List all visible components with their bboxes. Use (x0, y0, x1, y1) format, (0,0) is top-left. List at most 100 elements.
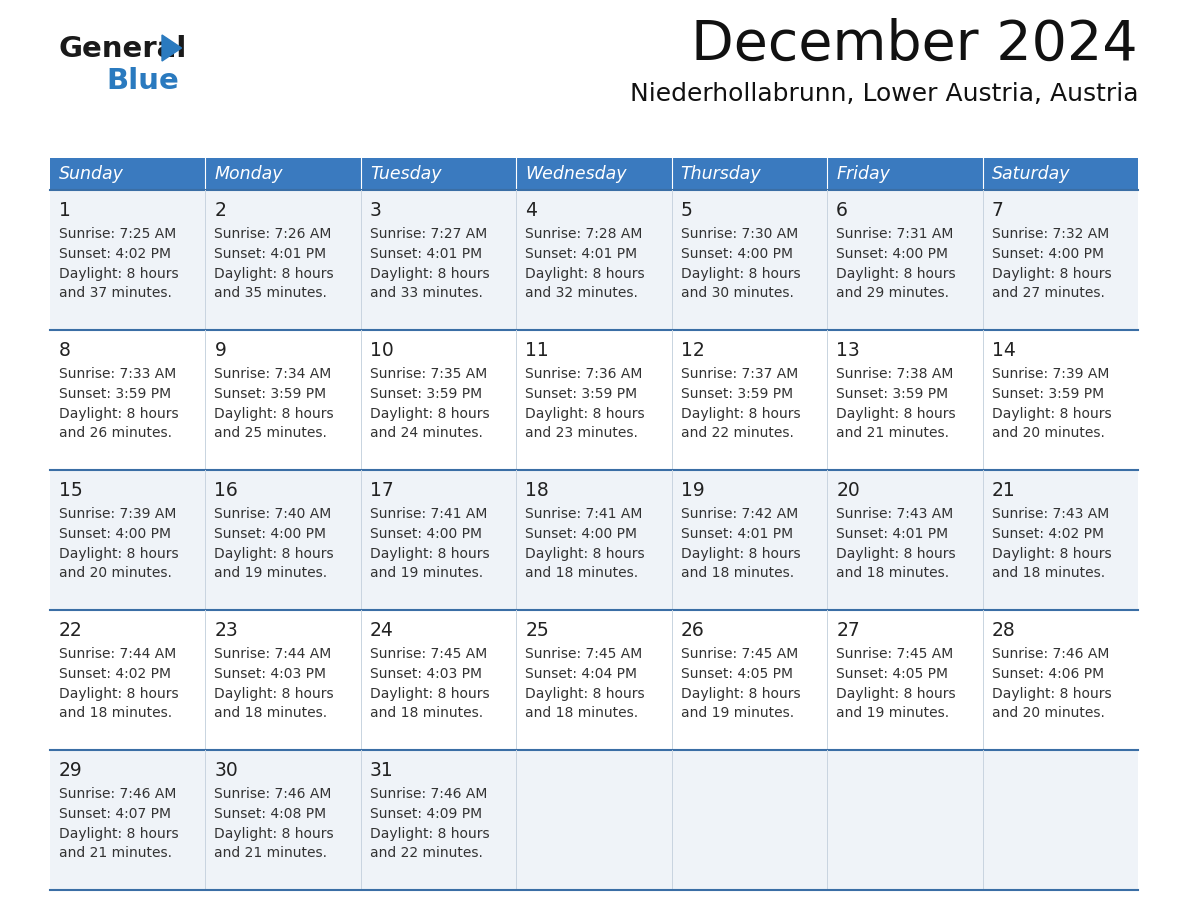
Text: Daylight: 8 hours: Daylight: 8 hours (836, 547, 956, 561)
Text: Sunrise: 7:39 AM: Sunrise: 7:39 AM (992, 367, 1108, 381)
Text: Daylight: 8 hours: Daylight: 8 hours (214, 407, 334, 421)
Text: Sunrise: 7:41 AM: Sunrise: 7:41 AM (525, 507, 643, 521)
Text: Sunset: 4:00 PM: Sunset: 4:00 PM (369, 527, 482, 541)
Text: 14: 14 (992, 341, 1016, 360)
Text: Daylight: 8 hours: Daylight: 8 hours (836, 267, 956, 281)
Text: 7: 7 (992, 201, 1004, 220)
Bar (982, 158, 1138, 190)
Text: 29: 29 (59, 761, 83, 780)
Text: Sunrise: 7:28 AM: Sunrise: 7:28 AM (525, 227, 643, 241)
Text: Daylight: 8 hours: Daylight: 8 hours (992, 267, 1111, 281)
Text: Sunrise: 7:44 AM: Sunrise: 7:44 AM (214, 647, 331, 661)
Text: December 2024: December 2024 (691, 18, 1138, 72)
Text: Saturday: Saturday (992, 165, 1070, 183)
Text: Sunrise: 7:26 AM: Sunrise: 7:26 AM (214, 227, 331, 241)
Text: and 18 minutes.: and 18 minutes. (59, 706, 172, 720)
Text: Sunset: 3:59 PM: Sunset: 3:59 PM (59, 387, 171, 401)
Text: 2: 2 (214, 201, 226, 220)
Text: Sunrise: 7:34 AM: Sunrise: 7:34 AM (214, 367, 331, 381)
Text: Daylight: 8 hours: Daylight: 8 hours (369, 267, 489, 281)
Text: Sunrise: 7:40 AM: Sunrise: 7:40 AM (214, 507, 331, 521)
Text: Daylight: 8 hours: Daylight: 8 hours (59, 547, 178, 561)
Text: 15: 15 (59, 481, 83, 500)
Text: Daylight: 8 hours: Daylight: 8 hours (59, 687, 178, 701)
Text: and 19 minutes.: and 19 minutes. (369, 566, 484, 580)
Text: Sunrise: 7:46 AM: Sunrise: 7:46 AM (369, 787, 487, 801)
Text: General: General (58, 35, 187, 63)
Text: Thursday: Thursday (681, 165, 762, 183)
Text: Daylight: 8 hours: Daylight: 8 hours (369, 687, 489, 701)
Text: 8: 8 (59, 341, 71, 360)
Text: and 19 minutes.: and 19 minutes. (836, 706, 949, 720)
Text: Daylight: 8 hours: Daylight: 8 hours (369, 827, 489, 841)
Text: Sunset: 4:08 PM: Sunset: 4:08 PM (214, 807, 327, 821)
Text: Sunset: 3:59 PM: Sunset: 3:59 PM (992, 387, 1104, 401)
Text: 25: 25 (525, 621, 549, 640)
Text: Friday: Friday (836, 165, 890, 183)
Text: and 22 minutes.: and 22 minutes. (681, 426, 794, 440)
Text: 26: 26 (681, 621, 704, 640)
Text: Sunset: 4:07 PM: Sunset: 4:07 PM (59, 807, 171, 821)
Text: and 30 minutes.: and 30 minutes. (681, 286, 794, 300)
Text: 16: 16 (214, 481, 238, 500)
Text: 23: 23 (214, 621, 238, 640)
Text: 22: 22 (59, 621, 83, 640)
Text: Sunrise: 7:44 AM: Sunrise: 7:44 AM (59, 647, 176, 661)
Text: and 19 minutes.: and 19 minutes. (681, 706, 794, 720)
Text: Daylight: 8 hours: Daylight: 8 hours (681, 407, 801, 421)
Text: and 35 minutes.: and 35 minutes. (214, 286, 328, 300)
Bar (206, 158, 361, 190)
Text: Sunset: 4:00 PM: Sunset: 4:00 PM (525, 527, 637, 541)
Text: Sunrise: 7:43 AM: Sunrise: 7:43 AM (836, 507, 954, 521)
Text: and 18 minutes.: and 18 minutes. (369, 706, 484, 720)
Text: Sunset: 4:03 PM: Sunset: 4:03 PM (214, 667, 327, 681)
Text: Sunset: 4:01 PM: Sunset: 4:01 PM (681, 527, 792, 541)
Text: Sunset: 3:59 PM: Sunset: 3:59 PM (214, 387, 327, 401)
Text: Daylight: 8 hours: Daylight: 8 hours (836, 407, 956, 421)
Text: and 19 minutes.: and 19 minutes. (214, 566, 328, 580)
Text: Daylight: 8 hours: Daylight: 8 hours (992, 407, 1111, 421)
Text: Daylight: 8 hours: Daylight: 8 hours (59, 827, 178, 841)
Text: Sunday: Sunday (59, 165, 124, 183)
Text: Niederhollabrunn, Lower Austria, Austria: Niederhollabrunn, Lower Austria, Austria (630, 82, 1138, 106)
Text: Sunset: 3:59 PM: Sunset: 3:59 PM (525, 387, 638, 401)
Text: Sunset: 4:04 PM: Sunset: 4:04 PM (525, 667, 637, 681)
Text: and 23 minutes.: and 23 minutes. (525, 426, 638, 440)
Text: Sunset: 4:00 PM: Sunset: 4:00 PM (59, 527, 171, 541)
Text: Daylight: 8 hours: Daylight: 8 hours (59, 407, 178, 421)
Text: Daylight: 8 hours: Daylight: 8 hours (992, 687, 1111, 701)
Text: Sunrise: 7:46 AM: Sunrise: 7:46 AM (214, 787, 331, 801)
Text: Sunset: 4:06 PM: Sunset: 4:06 PM (992, 667, 1104, 681)
Text: and 18 minutes.: and 18 minutes. (525, 706, 638, 720)
Text: Sunrise: 7:31 AM: Sunrise: 7:31 AM (836, 227, 954, 241)
Text: and 22 minutes.: and 22 minutes. (369, 846, 482, 860)
Text: and 29 minutes.: and 29 minutes. (836, 286, 949, 300)
Text: and 18 minutes.: and 18 minutes. (992, 566, 1105, 580)
Text: Daylight: 8 hours: Daylight: 8 hours (992, 547, 1111, 561)
Text: Sunrise: 7:45 AM: Sunrise: 7:45 AM (681, 647, 798, 661)
Text: Daylight: 8 hours: Daylight: 8 hours (214, 267, 334, 281)
Text: 19: 19 (681, 481, 704, 500)
Text: and 32 minutes.: and 32 minutes. (525, 286, 638, 300)
Text: Sunset: 4:02 PM: Sunset: 4:02 PM (59, 667, 171, 681)
Text: Daylight: 8 hours: Daylight: 8 hours (59, 267, 178, 281)
Text: Sunset: 4:05 PM: Sunset: 4:05 PM (681, 667, 792, 681)
Text: Sunset: 4:01 PM: Sunset: 4:01 PM (214, 247, 327, 261)
Bar (361, 158, 517, 190)
Text: Sunrise: 7:46 AM: Sunrise: 7:46 AM (992, 647, 1108, 661)
Text: Daylight: 8 hours: Daylight: 8 hours (214, 547, 334, 561)
Text: Sunset: 4:00 PM: Sunset: 4:00 PM (992, 247, 1104, 261)
Bar (50, 190, 1138, 330)
Text: Sunrise: 7:37 AM: Sunrise: 7:37 AM (681, 367, 798, 381)
Bar (50, 330, 1138, 470)
Text: and 25 minutes.: and 25 minutes. (214, 426, 328, 440)
Text: and 21 minutes.: and 21 minutes. (836, 426, 949, 440)
Text: and 20 minutes.: and 20 minutes. (992, 706, 1105, 720)
Text: and 18 minutes.: and 18 minutes. (836, 566, 949, 580)
Bar (50, 750, 1138, 890)
Text: and 18 minutes.: and 18 minutes. (214, 706, 328, 720)
Text: Sunset: 4:02 PM: Sunset: 4:02 PM (59, 247, 171, 261)
Text: 21: 21 (992, 481, 1016, 500)
Text: and 26 minutes.: and 26 minutes. (59, 426, 172, 440)
Text: Sunrise: 7:33 AM: Sunrise: 7:33 AM (59, 367, 176, 381)
